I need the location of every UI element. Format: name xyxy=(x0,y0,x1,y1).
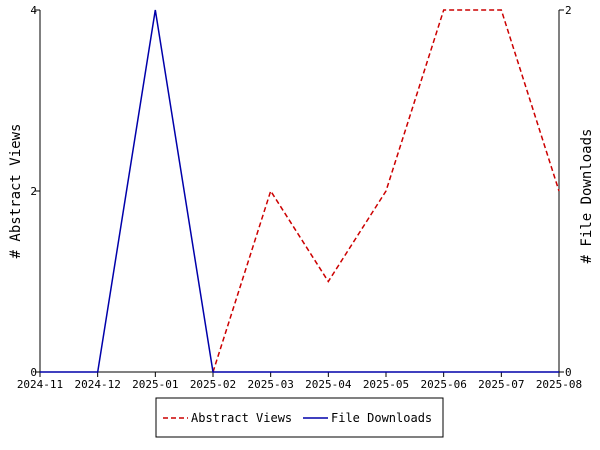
axes xyxy=(35,9,564,377)
legend-box xyxy=(155,397,444,438)
y-right-tick-label: 2 xyxy=(565,4,572,17)
x-tick-label: 2024-11 xyxy=(17,378,63,391)
y-right-axis-title: # File Downloads xyxy=(579,129,595,264)
x-tick-label: 2025-01 xyxy=(132,378,178,391)
series-line-abstract-views xyxy=(212,9,560,373)
y-left-tick-label: 2 xyxy=(30,185,37,198)
y-right-tick-label: 0 xyxy=(565,366,572,379)
legend: Abstract Views File Downloads xyxy=(155,397,444,438)
x-tick-label: 2025-04 xyxy=(305,378,352,391)
x-tick-label: 2025-02 xyxy=(190,378,236,391)
x-tick-label: 2025-07 xyxy=(478,378,524,391)
x-tick-label: 2024-12 xyxy=(74,378,120,391)
x-tick-label: 2025-03 xyxy=(247,378,293,391)
legend-label-abstract-views: Abstract Views xyxy=(191,411,292,425)
series-line-file-downloads xyxy=(40,9,559,373)
legend-label-file-downloads: File Downloads xyxy=(331,411,432,425)
x-tick-label: 2025-08 xyxy=(536,378,582,391)
x-tick-label: 2025-06 xyxy=(420,378,466,391)
series-lines xyxy=(40,9,560,373)
y-left-axis-title: # Abstract Views xyxy=(8,124,24,259)
y-left-tick-label: 4 xyxy=(30,4,37,17)
y-left-tick-label: 0 xyxy=(30,366,37,379)
tick-labels: 2024-11 2024-12 2025-01 2025-02 2025-03 2025-… xyxy=(17,4,582,391)
x-tick-label: 2025-05 xyxy=(363,378,409,391)
